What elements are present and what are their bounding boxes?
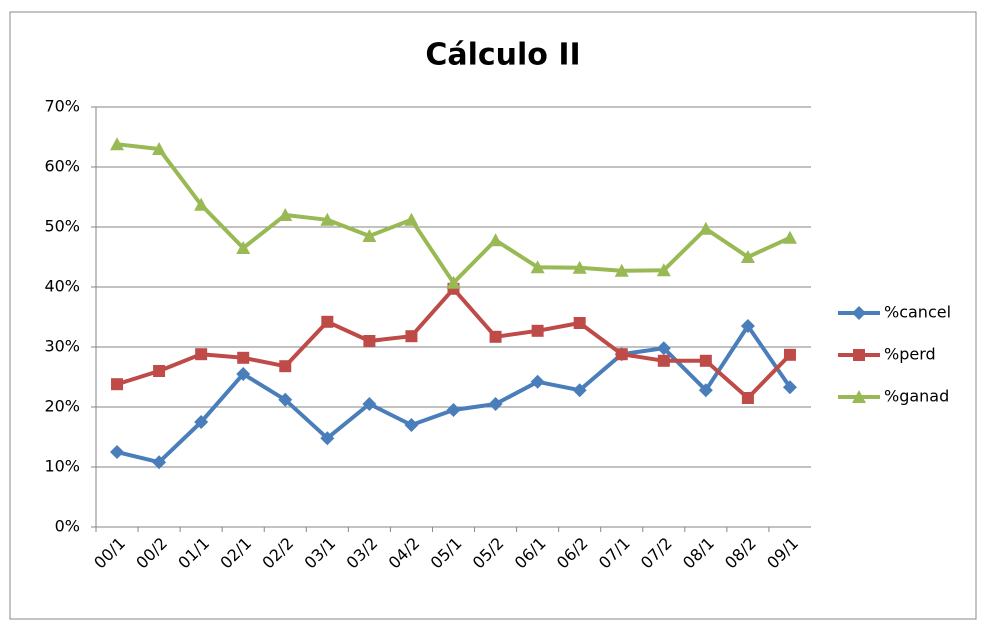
point-marker [236,367,251,381]
point-marker [740,250,755,263]
point-marker [278,208,293,221]
point-marker [404,212,419,226]
point-marker [237,351,250,364]
point-marker [320,212,335,226]
legend-marker [852,306,866,320]
point-marker [698,221,713,235]
chart-border [9,11,977,620]
point-marker [320,431,335,446]
point-marker [362,397,377,411]
y-tick-label: 40% [44,277,80,296]
point-marker [572,383,587,398]
point-marker [152,142,167,155]
point-marker [321,315,334,328]
point-marker [530,260,545,274]
point-marker [656,341,671,356]
y-tick-label: 0% [55,517,80,536]
legend-label: %cancel [884,303,951,322]
legend-label: %ganad [884,387,949,406]
chart-title: Cálculo II [425,38,580,73]
point-marker [573,317,586,329]
point-marker [657,354,670,367]
point-marker [111,378,124,391]
point-marker [404,418,419,432]
y-tick-label: 30% [44,337,80,356]
point-marker [741,392,754,404]
point-marker [614,263,629,277]
point-marker [194,197,209,211]
point-marker [530,374,545,389]
point-marker [782,380,797,395]
legend-marker [852,390,866,403]
y-tick-label: 70% [44,97,80,116]
point-marker [489,330,502,343]
point-marker [488,397,503,411]
point-marker [615,348,628,361]
point-marker [279,360,292,373]
point-marker [698,383,713,398]
point-marker [405,330,418,343]
y-tick-label: 20% [44,397,80,416]
legend-label: %perd [884,345,936,364]
point-marker [110,445,125,459]
y-tick-label: 50% [44,217,80,236]
point-marker [152,455,167,470]
point-marker [194,415,209,429]
point-marker [110,137,125,151]
point-marker [740,319,755,333]
y-tick-label: 10% [44,457,80,476]
point-marker [236,241,251,254]
point-marker [656,263,671,277]
point-marker [195,348,208,361]
point-marker [783,348,796,361]
point-marker [572,260,587,274]
y-tick-label: 60% [44,157,80,176]
point-marker [699,354,712,367]
point-marker [362,229,377,242]
legend-marker [853,349,865,361]
point-marker [363,335,376,347]
point-marker [531,324,544,337]
point-marker [278,392,293,407]
point-marker [446,275,461,289]
point-marker [488,233,503,247]
point-marker [153,365,166,377]
point-marker [446,403,461,417]
point-marker [782,230,797,244]
